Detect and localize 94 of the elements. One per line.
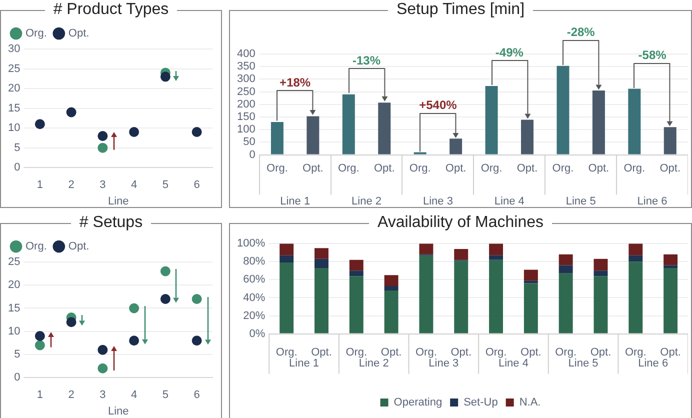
- x-tick-label: Org.: [485, 346, 507, 358]
- x-axis-title: Line: [108, 195, 129, 208]
- x-tick-label: Line 6: [637, 195, 668, 208]
- legend-label: Set-Up: [464, 396, 498, 409]
- text: Org.: [480, 162, 502, 174]
- y-tick-label: 60%: [243, 274, 266, 286]
- y-tick-label: 20: [8, 82, 20, 95]
- x-tick-label: Org.: [416, 346, 437, 358]
- x-axis-title: Line: [108, 405, 129, 418]
- y-tick-label: 400: [236, 48, 256, 60]
- x-tick-label: Org.: [624, 346, 646, 358]
- x-tick-label: Opt.: [520, 346, 542, 358]
- annotation: -13%: [352, 54, 381, 68]
- y-tick-label: 300: [236, 73, 256, 86]
- y-tick-label: 30: [8, 43, 20, 56]
- y-tick-label: 25: [8, 62, 20, 75]
- legend-label: Org.: [26, 240, 47, 253]
- x-tick-label: Opt.: [380, 346, 402, 358]
- y-tick-label: 10: [8, 325, 20, 338]
- y-tick-label: 10: [8, 122, 20, 134]
- x-tick-label: 1: [36, 389, 43, 402]
- series-label: Org.: [552, 162, 574, 174]
- text: Line 4: [498, 357, 528, 370]
- annotation: -49%: [495, 45, 524, 60]
- x-tick-label: 3: [100, 389, 106, 402]
- x-tick-label: Line 1: [280, 195, 310, 208]
- legend-label: Opt.: [68, 28, 90, 40]
- chart-title: # Setups: [71, 214, 151, 231]
- text: Org.: [338, 162, 360, 174]
- text: Org.: [266, 162, 288, 174]
- x-tick-label: 4: [130, 389, 138, 402]
- x-tick-label: 1: [36, 179, 43, 192]
- x-tick-label: 5: [162, 389, 168, 402]
- text: Opt.: [374, 162, 395, 174]
- x-tick-label: 4: [130, 179, 138, 192]
- x-tick-label: Line 4: [494, 195, 524, 208]
- y-tick-label: 25: [8, 256, 20, 268]
- y-tick-label: 20: [8, 279, 20, 292]
- y-tick-label: 250: [236, 86, 256, 98]
- y-tick-label: 20%: [243, 310, 266, 322]
- text: Line 5: [568, 357, 598, 370]
- x-tick-label: 3: [100, 179, 106, 192]
- y-tick-label: 200: [236, 98, 256, 110]
- text: Org.: [409, 162, 431, 174]
- text: Line 1: [289, 357, 320, 370]
- x-tick-label: 5: [162, 179, 168, 192]
- y-tick-label: 0: [14, 372, 20, 384]
- legend-label: Org.: [26, 28, 47, 40]
- text: Opt.: [445, 162, 466, 174]
- x-tick-label: Org.: [555, 346, 577, 358]
- x-tick-label: 6: [194, 389, 200, 402]
- x-tick-label: Opt.: [450, 346, 472, 358]
- y-tick-label: 0%: [249, 328, 266, 340]
- x-tick-label: Org.: [276, 346, 298, 358]
- x-tick-label: 2: [68, 179, 74, 192]
- chart-title: Setup Times [min]: [388, 1, 533, 18]
- x-tick-label: 2: [68, 389, 74, 402]
- text: -28%: [566, 25, 596, 40]
- annotation: +540%: [419, 98, 458, 112]
- text: Line 6: [638, 357, 668, 370]
- y-tick-label: 100%: [236, 238, 266, 250]
- series-label: Opt.: [302, 162, 324, 174]
- y-tick-label: 150: [236, 111, 256, 124]
- x-tick-label: Line 2: [352, 195, 382, 208]
- text: Org.: [624, 162, 646, 174]
- legend-label: Operating: [394, 396, 442, 409]
- x-tick-label: Opt.: [590, 346, 612, 358]
- chart-title: # Product Types: [45, 1, 177, 18]
- x-tick-label: Opt.: [311, 346, 332, 358]
- text: Line 2: [358, 357, 389, 370]
- y-tick-label: 50: [243, 136, 256, 148]
- x-tick-label: 6: [194, 179, 200, 192]
- y-tick-label: 15: [8, 102, 20, 114]
- chart-title: Availability of Machines: [369, 214, 552, 231]
- y-tick-label: 0: [249, 148, 256, 161]
- y-tick-label: 0: [14, 162, 20, 174]
- annotation: +18%: [280, 76, 311, 90]
- legend-label: Opt.: [68, 240, 90, 253]
- y-tick-label: 100: [236, 124, 256, 136]
- x-tick-label: Line 5: [566, 195, 596, 208]
- y-tick-label: 350: [236, 60, 256, 73]
- y-tick-label: 5: [14, 142, 20, 154]
- x-tick-label: Org.: [346, 346, 368, 358]
- text: Opt.: [660, 162, 681, 174]
- x-tick-label: Opt.: [660, 346, 681, 358]
- annotation: -58%: [638, 48, 667, 62]
- text: Line 3: [428, 357, 459, 370]
- x-tick-label: Line 3: [422, 195, 453, 208]
- y-tick-label: 80%: [243, 256, 266, 268]
- text: Opt.: [588, 162, 610, 174]
- text: Opt.: [516, 162, 538, 174]
- legend-label: N.A.: [519, 396, 541, 409]
- y-tick-label: 40%: [243, 292, 266, 304]
- y-tick-label: 15: [8, 302, 20, 314]
